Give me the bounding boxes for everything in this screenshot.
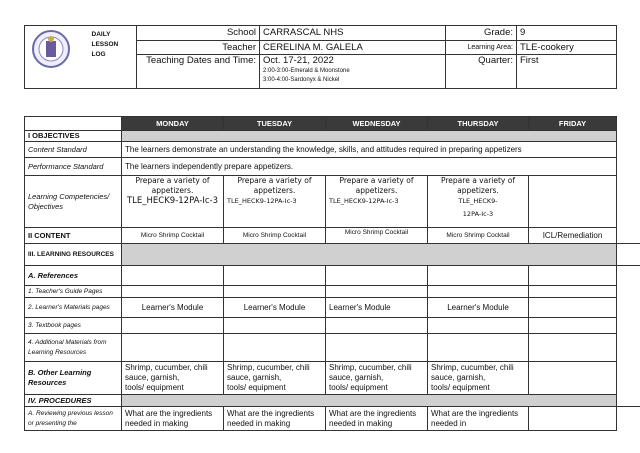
logo xyxy=(24,25,89,89)
lm-monday: Learner's Module xyxy=(121,297,224,318)
performance-standard-text: The learners independently prepare appet… xyxy=(121,157,617,176)
quarter-label: Quarter: xyxy=(445,54,517,89)
content-monday: Micro Shrimp Cocktail xyxy=(121,227,224,244)
grade-label: Grade: xyxy=(445,25,517,41)
references-label: A. References xyxy=(24,265,122,286)
day-tuesday: TUESDAY xyxy=(223,116,326,131)
competencies-label: Learning Competencies/ Objectives xyxy=(24,175,122,228)
lm-label: 2. Learner's Materials pages xyxy=(24,297,122,318)
other-resources-label: B. Other Learning Resources xyxy=(24,361,122,395)
doc-title: DAILY LESSON LOG xyxy=(88,25,137,89)
content-tuesday: Micro Shrimp Cocktail xyxy=(223,227,326,244)
objectives-label: I OBJECTIVES xyxy=(24,130,122,142)
other-monday: Shrimp, cucumber, chili sauce, garnish, t… xyxy=(121,361,224,395)
lm-wednesday: Learner's Module xyxy=(325,297,428,318)
header-table: DAILY LESSON LOG School CARRASCAL NHS Grad… xyxy=(24,25,617,89)
competency-wednesday: Prepare a variety of appetizers. TLE_HECK9… xyxy=(325,175,428,228)
performance-standard-label: Performance Standard xyxy=(24,157,122,176)
lesson-log-table: MONDAY TUESDAY WEDNESDAY THURSDAY FRIDAY… xyxy=(24,116,617,431)
competency-thursday: Prepare a variety of appetizers. TLE_HECK9… xyxy=(427,175,529,228)
additional-label: 4. Additional Materials from Learning Re… xyxy=(24,333,122,362)
textbook-label: 3. Textbook pages xyxy=(24,317,122,334)
grade-value: 9 xyxy=(516,25,617,41)
deped-seal-icon xyxy=(32,30,70,68)
lm-thursday: Learner's Module xyxy=(427,297,529,318)
competency-monday: Prepare a variety of appetizers. TLE_HECK9… xyxy=(121,175,224,228)
other-thursday: Shrimp, cucumber, chili sauce, garnish, t… xyxy=(427,361,529,395)
other-tuesday: Shrimp, cucumber, chili sauce, garnish, t… xyxy=(223,361,326,395)
area-value: TLE-cookery xyxy=(516,40,617,55)
review-thursday: What are the ingredients needed in xyxy=(427,406,529,431)
review-wednesday: What are the ingredients needed in makin… xyxy=(325,406,428,431)
dates-value: Oct. 17-21, 2022 2:00-3:00-Emerald & Moon… xyxy=(259,54,446,89)
quarter-value: First xyxy=(516,54,617,89)
lm-tuesday: Learner's Module xyxy=(223,297,326,318)
teacher-value: CERELINA M. GALELA xyxy=(259,40,446,55)
day-wednesday: WEDNESDAY xyxy=(325,116,428,131)
area-label: Learning Area: xyxy=(445,40,517,55)
content-label: II CONTENT xyxy=(24,227,122,244)
procedures-label: IV. PROCEDURES xyxy=(24,394,122,407)
school-value: CARRASCAL NHS xyxy=(259,25,446,41)
content-standard-label: Content Standard xyxy=(24,141,122,158)
day-thursday: THURSDAY xyxy=(427,116,529,131)
day-monday: MONDAY xyxy=(121,116,224,131)
learning-resources-label: III. LEARNING RESOURCES xyxy=(24,243,122,266)
review-label: A. Reviewing previous lesson or presenti… xyxy=(24,406,122,431)
school-label: School xyxy=(136,25,260,41)
teacher-label: Teacher xyxy=(136,40,260,55)
content-friday: ICL/Remediation xyxy=(528,227,617,244)
content-standard-text: The learners demonstrate an understandin… xyxy=(121,141,617,158)
day-friday: FRIDAY xyxy=(528,116,617,131)
review-tuesday: What are the ingredients needed in makin… xyxy=(223,406,326,431)
tg-label: 1. Teacher's Guide Pages xyxy=(24,285,122,298)
other-wednesday: Shrimp, cucumber, chili sauce, garnish, t… xyxy=(325,361,428,395)
dates-label: Teaching Dates and Time: xyxy=(136,54,260,89)
content-wednesday: Micro Shrimp Cocktail xyxy=(325,227,428,244)
competency-tuesday: Prepare a variety of appetizers. TLE_HECK9… xyxy=(223,175,326,228)
corner-cell xyxy=(24,116,122,131)
content-thursday: Micro Shrimp Cocktail xyxy=(427,227,529,244)
review-monday: What are the ingredients needed in makin… xyxy=(121,406,224,431)
